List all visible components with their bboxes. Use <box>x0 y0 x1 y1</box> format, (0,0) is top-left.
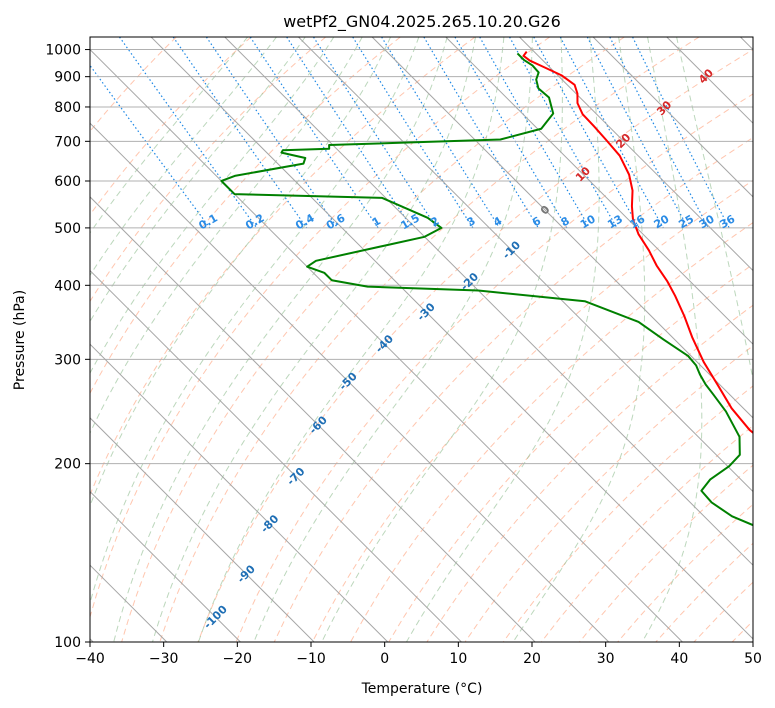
dry-adiabat-line <box>159 37 700 642</box>
moist-adiabat-line <box>90 37 363 435</box>
dry-adiabat-line <box>273 136 753 642</box>
moist-adiabat-line <box>90 37 277 277</box>
x-tick-label: −30 <box>149 651 179 667</box>
y-axis-title: Pressure (hPa) <box>12 290 28 390</box>
chart-title: wetPf2_GN04.2025.265.10.20.G26 <box>283 12 561 32</box>
mixing-ratio-line <box>381 37 500 229</box>
y-tick-label: 200 <box>54 457 81 473</box>
isotherm-line <box>90 196 536 642</box>
dry-adiabat-line <box>311 179 753 642</box>
moist-adiabat-line <box>152 37 476 642</box>
isotherm-line <box>90 343 389 642</box>
y-tick-label: 400 <box>54 278 81 294</box>
x-tick-label: 0 <box>380 651 389 667</box>
dry-adiabat-line <box>197 48 753 642</box>
x-axis-ticks: −40 −30 −20 −10 0 10 20 30 40 50 <box>75 642 762 667</box>
moist-adiabat-line <box>253 37 533 642</box>
isotherm-line <box>90 48 683 642</box>
isotherm-line <box>592 37 753 198</box>
moist-adiabat-line <box>90 37 420 605</box>
moist-adiabat-line <box>641 37 703 642</box>
plot-frame <box>89 36 754 643</box>
x-tick-label: 40 <box>670 651 688 667</box>
mixing-ratio-line <box>286 37 413 229</box>
mixing-ratio-line <box>249 37 379 229</box>
dry-adiabat-line <box>90 37 326 303</box>
moist-adiabat-line <box>113 37 448 642</box>
dry-adiabat-line <box>235 93 753 642</box>
dry-adiabat-line <box>90 37 551 619</box>
isotherm-line <box>90 269 462 642</box>
y-tick-label: 800 <box>54 100 81 116</box>
mixing-ratio-line <box>172 37 308 229</box>
isotherm-line <box>90 122 610 642</box>
mixing-ratio-line <box>90 64 211 229</box>
y-tick-label: 600 <box>54 174 81 190</box>
x-tick-label: 10 <box>449 651 467 667</box>
moist-adiabat-line <box>90 37 392 508</box>
y-tick-label: 300 <box>54 352 81 368</box>
y-tick-label: 500 <box>54 221 81 237</box>
moist-adiabat-line <box>90 37 335 375</box>
moist-adiabat-line <box>90 37 306 323</box>
profile-series <box>220 51 753 527</box>
y-tick-label: 900 <box>54 70 81 86</box>
dry-adiabat-line <box>90 37 252 216</box>
moist-adiabat-line <box>321 37 563 642</box>
moist-adiabat-line <box>197 37 505 642</box>
y-tick-label: 100 <box>54 635 81 651</box>
y-axis-ticks: 100 200 300 400 500 600 700 800 900 1000 <box>45 43 90 651</box>
moist-adiabat-line <box>90 37 249 234</box>
x-tick-label: −40 <box>75 651 105 667</box>
x-tick-label: 30 <box>597 651 615 667</box>
pressure-gridlines <box>90 49 753 642</box>
isotherm-line <box>90 417 315 642</box>
mixing-ratio-line <box>313 37 438 229</box>
x-tick-label: 20 <box>523 651 541 667</box>
x-tick-label: −20 <box>223 651 253 667</box>
skewed-isotherms <box>90 37 753 642</box>
isotherm-line <box>298 37 753 493</box>
moist-adiabats <box>90 37 753 642</box>
isotherm-line <box>90 490 241 642</box>
x-tick-label: −10 <box>296 651 326 667</box>
mixing-ratio-line <box>533 37 640 229</box>
dewpoint-profile-line <box>220 52 753 527</box>
moist-adiabat-line <box>406 37 600 642</box>
mixing-ratio-line <box>632 37 730 229</box>
x-tick-label: 50 <box>744 651 762 667</box>
mixing-ratio-line <box>559 37 664 229</box>
mixing-ratio-line <box>205 37 339 229</box>
x-axis-title: Temperature (°C) <box>361 681 483 697</box>
dry-adiabat-line <box>502 385 753 642</box>
isotherm-line <box>445 37 753 345</box>
temperature-profile-line <box>522 51 753 435</box>
isotherm-line <box>371 37 753 419</box>
mixing-ratio-line <box>119 37 258 229</box>
isotherm-line <box>224 37 753 566</box>
moist-adiabat-line <box>512 37 646 642</box>
y-tick-label: 700 <box>54 134 81 150</box>
y-tick-label: 1000 <box>45 43 81 59</box>
isotherm-line <box>150 37 753 640</box>
moist-adiabat-line <box>676 37 753 382</box>
isotherm-line <box>519 37 753 272</box>
